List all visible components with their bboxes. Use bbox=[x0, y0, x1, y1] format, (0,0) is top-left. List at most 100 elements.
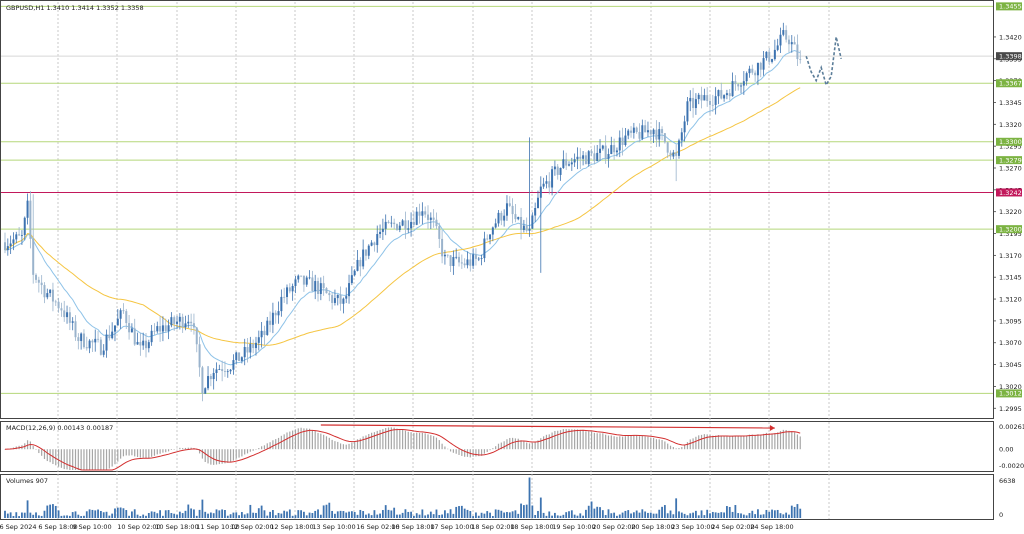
candle-body bbox=[607, 154, 610, 159]
macd-bar bbox=[557, 430, 559, 450]
candle-body bbox=[153, 330, 156, 332]
volume-bar bbox=[283, 510, 286, 518]
macd-bar bbox=[345, 444, 347, 450]
candle-body bbox=[314, 281, 317, 292]
macd-bar bbox=[294, 429, 297, 450]
volume-bar bbox=[9, 512, 12, 518]
volume-bar bbox=[483, 513, 486, 518]
price-pane[interactable] bbox=[0, 0, 994, 419]
volume-pane[interactable] bbox=[0, 474, 994, 520]
volume-bar bbox=[207, 513, 209, 518]
volume-bar bbox=[328, 502, 331, 518]
volume-bar bbox=[6, 513, 9, 518]
volume-bar bbox=[545, 515, 548, 518]
candle-body bbox=[480, 258, 483, 259]
macd-bar bbox=[531, 442, 533, 450]
macd-bar bbox=[774, 432, 776, 450]
time-tick-label: 10 Sep 02:00 bbox=[117, 523, 160, 531]
volume-bar bbox=[240, 512, 243, 518]
volume-bar bbox=[796, 504, 799, 518]
level-tag bbox=[996, 389, 1022, 398]
volume-bar bbox=[410, 511, 412, 518]
candle-body bbox=[226, 371, 229, 373]
volume-bar bbox=[297, 510, 300, 518]
macd-bar bbox=[483, 449, 485, 454]
candle-body bbox=[60, 308, 63, 311]
volume-bar bbox=[319, 514, 322, 518]
candle-body bbox=[494, 223, 497, 228]
candle-body bbox=[782, 30, 785, 35]
macd-bar bbox=[709, 434, 711, 450]
candle-body bbox=[756, 62, 759, 76]
macd-bar bbox=[689, 439, 691, 450]
macd-bar bbox=[215, 449, 218, 465]
level-tag-label: 1.3300 bbox=[999, 138, 1022, 146]
price-tick-label: 1.3170 bbox=[999, 252, 1022, 260]
volume-bar bbox=[116, 507, 119, 518]
volume-bar bbox=[387, 509, 390, 518]
price-tick-label: 1.3420 bbox=[999, 33, 1022, 41]
macd-trendline bbox=[320, 424, 775, 429]
macd-bar bbox=[128, 449, 130, 456]
candle-body bbox=[342, 298, 345, 304]
macd-bar bbox=[108, 449, 110, 469]
volume-bar bbox=[125, 510, 128, 518]
candle-body bbox=[740, 85, 743, 87]
macd-bar bbox=[585, 431, 587, 450]
candle-body bbox=[568, 164, 570, 166]
level-tag bbox=[996, 156, 1022, 165]
candle-body bbox=[404, 220, 407, 230]
volume-bar bbox=[190, 508, 193, 518]
volume-bar bbox=[314, 510, 317, 518]
macd-bar bbox=[754, 434, 756, 450]
candle-body bbox=[610, 145, 613, 155]
candle-body bbox=[122, 310, 125, 312]
volume-bar bbox=[517, 513, 520, 518]
candle-body bbox=[474, 254, 477, 259]
price-tick-label: 1.3145 bbox=[999, 274, 1022, 282]
level-tag bbox=[996, 137, 1022, 146]
macd-bar bbox=[703, 434, 705, 450]
candle-body bbox=[562, 159, 565, 168]
candle-body bbox=[579, 156, 582, 159]
macd-bar bbox=[182, 448, 184, 450]
macd-bar bbox=[669, 445, 672, 450]
candle-body bbox=[280, 296, 283, 312]
macd-bar bbox=[213, 449, 215, 465]
level-tag bbox=[996, 52, 1022, 61]
volume-bar bbox=[63, 515, 66, 518]
volume-bar bbox=[542, 512, 545, 518]
candle-body bbox=[37, 279, 40, 283]
candle-body bbox=[15, 234, 18, 240]
volume-bar bbox=[528, 477, 531, 518]
candle-body bbox=[429, 217, 432, 220]
candle-body bbox=[333, 298, 336, 303]
candle-body bbox=[232, 360, 235, 370]
volume-bar bbox=[114, 508, 116, 518]
volume-bar bbox=[432, 514, 435, 518]
volume-bar bbox=[480, 512, 483, 518]
candle-body bbox=[632, 127, 635, 133]
volume-bar bbox=[683, 513, 686, 518]
candle-body bbox=[128, 323, 131, 333]
volume-tick-label: 0 bbox=[999, 511, 1003, 519]
macd-bar bbox=[139, 449, 141, 458]
volume-bar bbox=[435, 509, 438, 518]
volume-bar bbox=[686, 515, 689, 518]
macd-bar bbox=[576, 429, 579, 450]
candle-body bbox=[525, 225, 528, 231]
volume-bar bbox=[379, 513, 381, 518]
price-tick-label: 1.3070 bbox=[999, 339, 1022, 347]
volume-bar bbox=[695, 510, 697, 518]
macd-bar bbox=[317, 432, 319, 450]
volume-bar bbox=[43, 510, 46, 518]
macd-pane[interactable] bbox=[0, 421, 994, 472]
macd-bar bbox=[153, 449, 156, 456]
volume-bar bbox=[181, 513, 184, 518]
volume-bar bbox=[204, 511, 207, 518]
volume-bar bbox=[398, 514, 401, 518]
macd-bar bbox=[356, 439, 359, 450]
candle-body bbox=[395, 224, 398, 231]
macd-bar bbox=[151, 449, 153, 457]
